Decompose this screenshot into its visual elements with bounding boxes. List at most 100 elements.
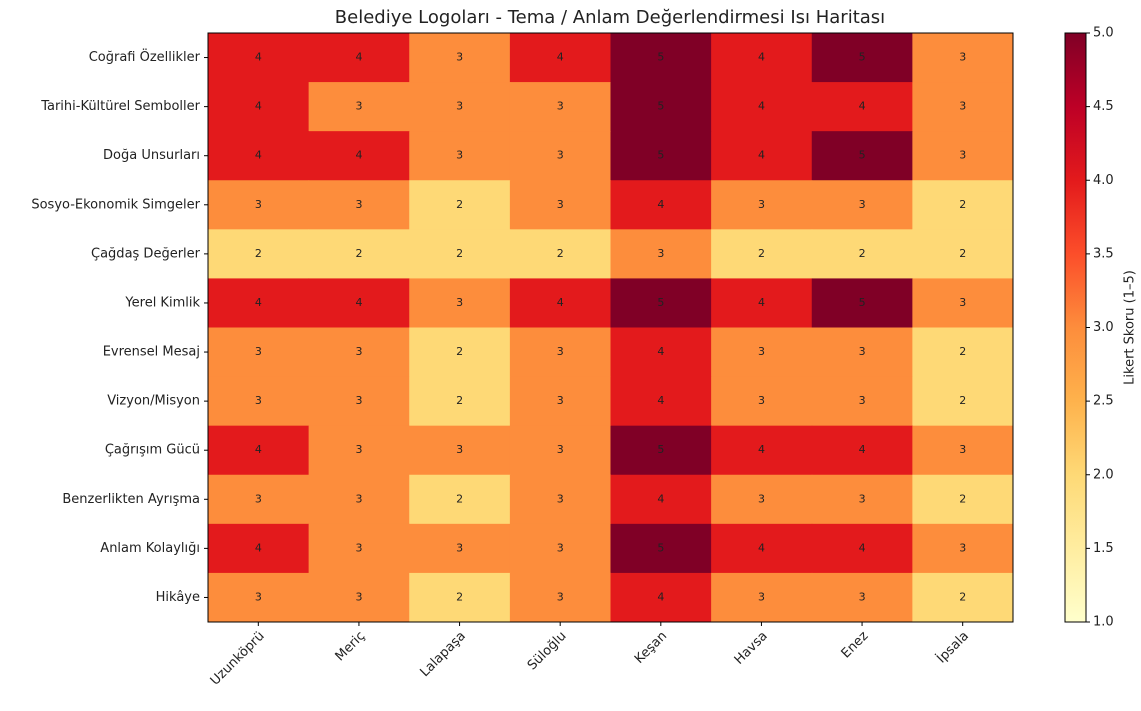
heatmap-cell <box>308 376 410 427</box>
heatmap-cell <box>308 425 410 476</box>
y-tick-label: Benzerlikten Ayrışma <box>62 492 200 507</box>
cell-label: 3 <box>456 51 463 64</box>
cell-label: 4 <box>355 149 362 162</box>
heatmap-cell <box>208 229 310 279</box>
heatmap-cell <box>509 278 611 328</box>
heatmap-cell <box>811 278 913 328</box>
heatmap-cell <box>711 376 813 427</box>
cell-label: 5 <box>657 100 664 113</box>
heatmap-cell <box>308 33 410 83</box>
heatmap-cell <box>409 376 511 427</box>
heatmap-cell <box>912 327 1014 378</box>
heatmap-cell <box>208 474 310 525</box>
heatmap-cell <box>308 572 410 623</box>
cell-label: 4 <box>255 541 262 554</box>
colorbar-tick-label: 2.0 <box>1093 467 1114 482</box>
colorbar-tick-label: 4.5 <box>1093 99 1114 114</box>
cell-label: 2 <box>456 247 463 260</box>
cell-label: 3 <box>557 100 564 113</box>
colorbar-label: Likert Skoru (1–5) <box>1123 270 1138 385</box>
heatmap-cell <box>912 278 1014 328</box>
heatmap-cell <box>208 33 310 83</box>
cell-label: 4 <box>557 296 564 309</box>
cell-label: 5 <box>657 443 664 456</box>
heatmap-cell <box>610 131 712 181</box>
cell-label: 5 <box>657 51 664 64</box>
heatmap-cell <box>811 82 913 132</box>
cell-label: 3 <box>758 198 765 211</box>
cell-label: 3 <box>355 100 362 113</box>
cell-label: 4 <box>859 541 866 554</box>
heatmap-cell <box>308 278 410 328</box>
cell-label: 3 <box>456 149 463 162</box>
heatmap-cell <box>610 33 712 83</box>
y-tick-label: Çağdaş Değerler <box>91 246 201 261</box>
cell-label: 5 <box>657 149 664 162</box>
cell-label: 4 <box>758 149 765 162</box>
cell-label: 3 <box>959 100 966 113</box>
heatmap-cell <box>711 523 813 574</box>
y-tick-label: Sosyo-Ekonomik Simgeler <box>31 197 200 212</box>
heatmap-cell <box>409 131 511 181</box>
cell-label: 3 <box>758 492 765 505</box>
cell-label: 4 <box>657 198 664 211</box>
heatmap-cell <box>509 180 611 230</box>
heatmap-cell <box>509 131 611 181</box>
heatmap-cell <box>208 180 310 230</box>
heatmap-cell <box>912 131 1014 181</box>
heatmap-cell <box>811 327 913 378</box>
cell-label: 3 <box>859 492 866 505</box>
cell-label: 3 <box>456 541 463 554</box>
heatmap-cell <box>509 425 611 476</box>
cell-label: 3 <box>758 394 765 407</box>
heatmap-cell <box>308 229 410 279</box>
heatmap-cell <box>711 572 813 623</box>
cell-label: 3 <box>456 100 463 113</box>
x-tick-label: Enez <box>839 629 872 662</box>
heatmap-cell <box>509 229 611 279</box>
cell-label: 2 <box>456 590 463 603</box>
cell-label: 3 <box>255 492 262 505</box>
heatmap-cell <box>208 376 310 427</box>
heatmap-cell <box>912 523 1014 574</box>
cell-label: 4 <box>557 51 564 64</box>
cell-label: 4 <box>255 443 262 456</box>
heatmap-cell <box>409 229 511 279</box>
cell-label: 5 <box>657 541 664 554</box>
heatmap-cell <box>610 523 712 574</box>
colorbar-tick-label: 4.0 <box>1093 173 1114 188</box>
cell-label: 3 <box>456 443 463 456</box>
cell-label: 2 <box>959 394 966 407</box>
colorbar <box>1064 32 1087 623</box>
colorbar-tick-label: 5.0 <box>1093 26 1114 41</box>
cell-label: 4 <box>657 394 664 407</box>
cell-label: 4 <box>657 590 664 603</box>
cell-label: 3 <box>255 394 262 407</box>
colorbar-tick-label: 2.5 <box>1093 394 1114 409</box>
heatmap-cell <box>610 278 712 328</box>
cell-label: 5 <box>859 149 866 162</box>
cell-label: 4 <box>758 51 765 64</box>
heatmap-cell <box>509 523 611 574</box>
y-tick-label: Coğrafi Özellikler <box>89 48 201 65</box>
cell-label: 4 <box>255 296 262 309</box>
cell-label: 4 <box>758 100 765 113</box>
cell-label: 3 <box>557 394 564 407</box>
cell-label: 3 <box>758 345 765 358</box>
y-tick-label: Vizyon/Misyon <box>107 394 200 409</box>
heatmap-cell <box>208 82 310 132</box>
chart-title: Belediye Logoları - Tema / Anlam Değerle… <box>335 7 885 28</box>
cell-label: 2 <box>255 247 262 260</box>
cell-label: 3 <box>758 590 765 603</box>
cell-label: 3 <box>255 590 262 603</box>
cell-label: 4 <box>859 443 866 456</box>
heatmap-cell <box>811 572 913 623</box>
heatmap-cell <box>912 572 1014 623</box>
heatmap-cell <box>509 327 611 378</box>
cell-label: 3 <box>657 247 664 260</box>
cell-label: 3 <box>859 345 866 358</box>
cell-label: 3 <box>859 198 866 211</box>
cell-label: 4 <box>758 541 765 554</box>
heatmap-cell <box>711 425 813 476</box>
cell-label: 3 <box>255 345 262 358</box>
